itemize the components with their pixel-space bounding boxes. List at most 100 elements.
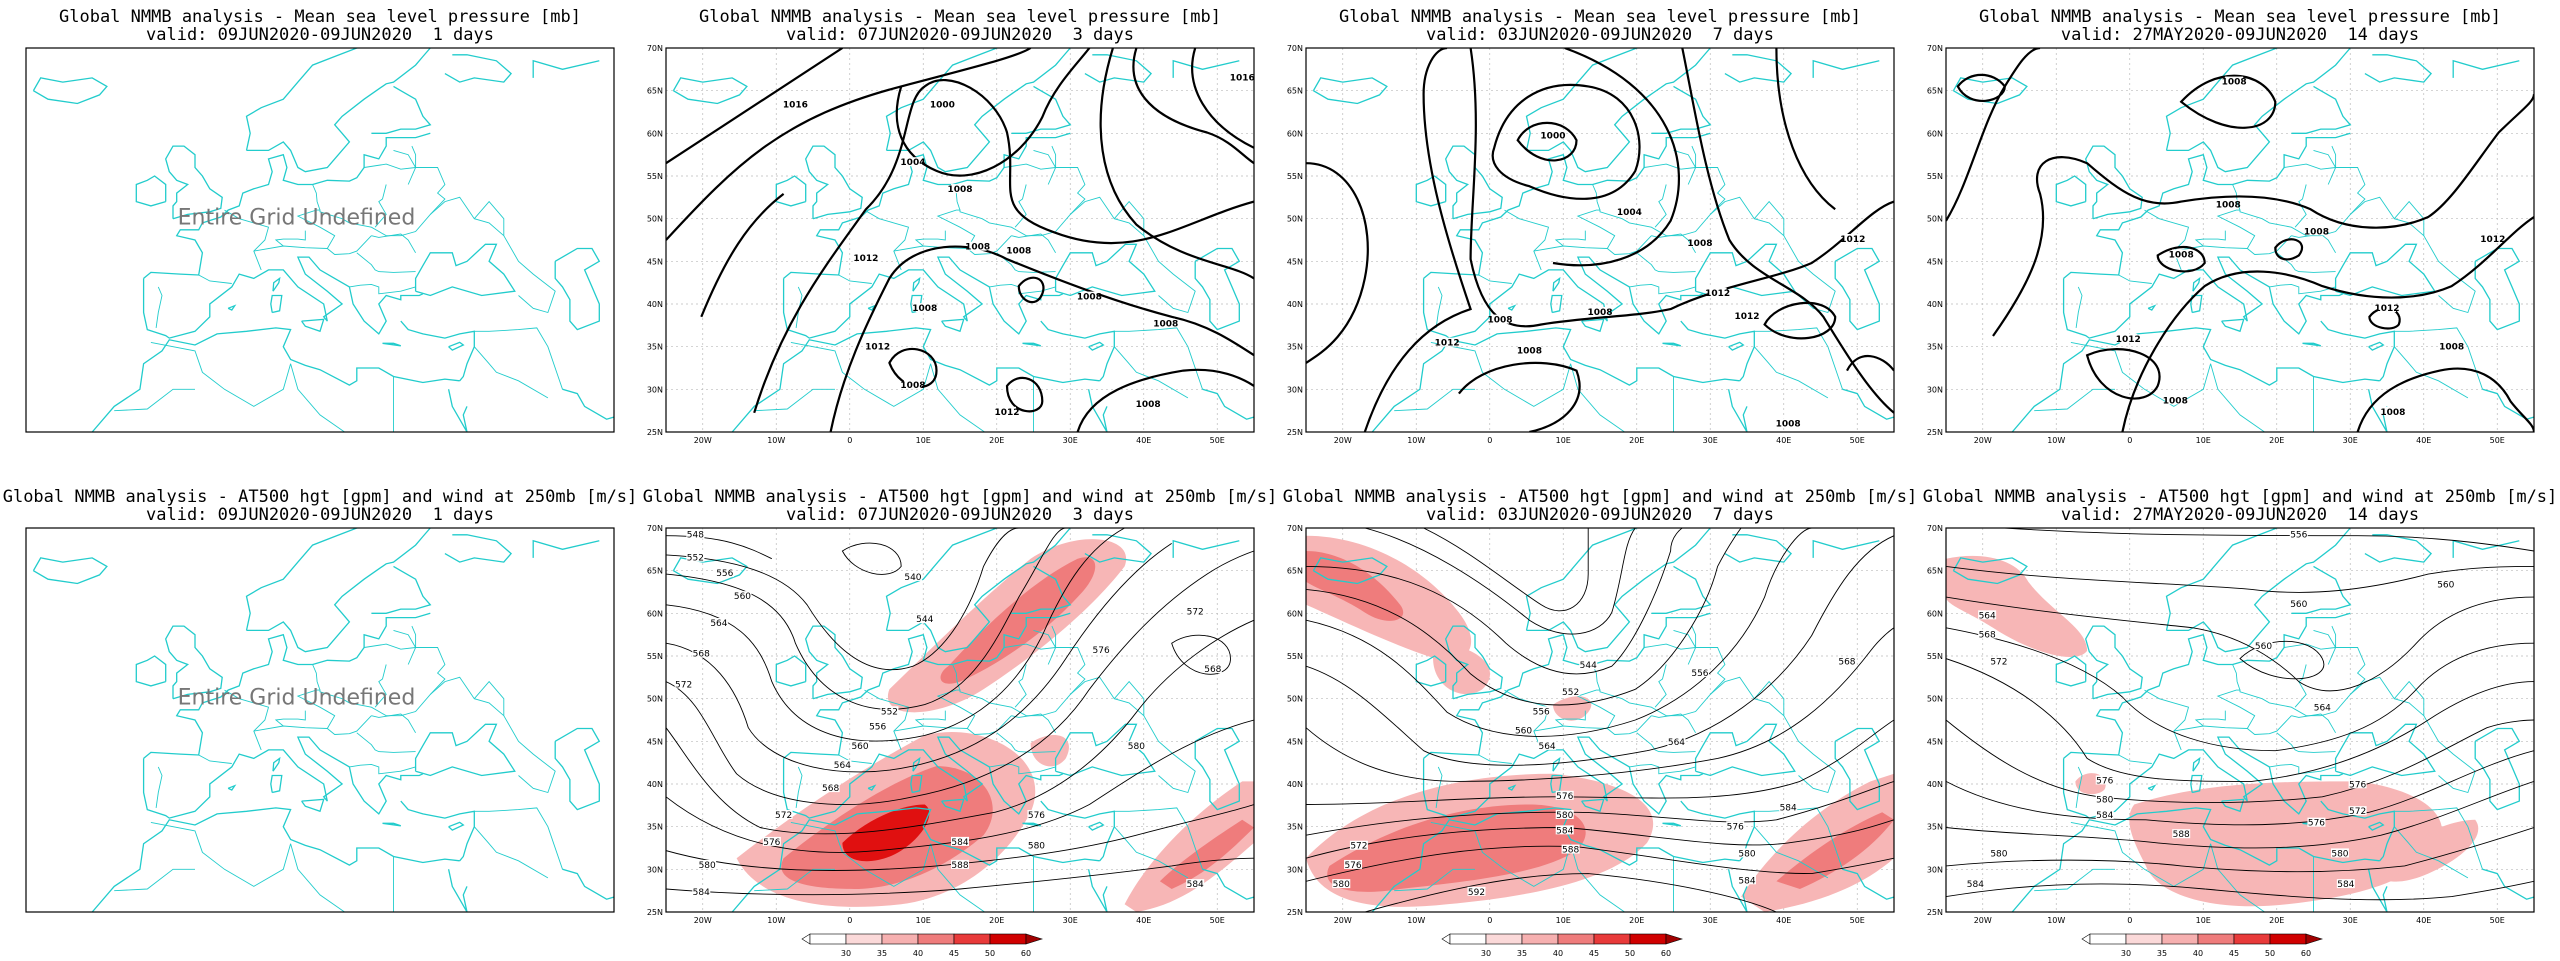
contour-line: [2004, 528, 2534, 552]
panel-title: Global NMMB analysis - AT500 hgt [gpm] a…: [1282, 487, 1918, 507]
contour-line: [1946, 719, 2534, 803]
contour-label: 1008: [1077, 293, 1102, 303]
contour-label: 584: [1187, 880, 1204, 890]
lon-label: 20E: [2269, 436, 2284, 445]
contour-label: 1012: [2374, 304, 2399, 314]
undefined-grid-label: Entire Grid Undefined: [178, 206, 416, 231]
contour-label: 540: [904, 573, 921, 583]
undefined-grid-label: Entire Grid Undefined: [178, 686, 416, 711]
contour-label: 568: [822, 784, 839, 794]
lat-label: 70N: [647, 44, 663, 53]
map-frame: [25, 527, 615, 913]
wind-colorbar: 30 35 40 45 50 60: [1441, 933, 1684, 958]
contour-label: 584: [1556, 826, 1573, 836]
contour-line: [1306, 528, 1683, 675]
lat-label: 55N: [1287, 652, 1303, 661]
lon-label: 10E: [2196, 916, 2211, 925]
lat-label: 70N: [647, 524, 663, 533]
contour-label: 576: [763, 838, 780, 848]
contour-line: [666, 528, 1066, 710]
contour-line: [666, 528, 1019, 671]
contour-line: [666, 619, 1254, 835]
contour-line: [700, 193, 785, 318]
panel-z500-14: 70N 65N 60N 55N 50N 45N 40N 35N 30N 25N 20W 10W 0 10E…: [1920, 480, 2560, 960]
wind-shading: [1030, 735, 1069, 767]
contour-label: 580: [1028, 842, 1045, 852]
contour-label: 556: [2290, 531, 2307, 541]
contour-label: 580: [2096, 796, 2113, 806]
contour-line: [666, 804, 1254, 871]
lon-label: 10E: [2196, 436, 2211, 445]
colorbar-tick: 40: [1553, 949, 1563, 958]
contour-label: 568: [1204, 665, 1221, 675]
contour-label: 572: [675, 680, 692, 690]
lat-label: 50N: [647, 695, 663, 704]
contour-label: 1008: [1587, 308, 1612, 318]
contour-label: 1004: [1617, 208, 1642, 218]
contour-label: 568: [693, 650, 710, 660]
lat-label: 60N: [1287, 609, 1303, 618]
lat-label: 30N: [1287, 865, 1303, 874]
lon-label: 0: [2127, 436, 2132, 445]
panel-z500-3: 70N 65N 60N 55N 50N 45N 40N 35N 30N 25N 20W 10W 0 10E…: [640, 480, 1280, 960]
lon-label: 10W: [2047, 916, 2065, 925]
contour-line: [1363, 48, 1472, 432]
lat-label: 30N: [1927, 385, 1943, 394]
panel-valid-range: valid: 09JUN2020-09JUN2020 1 days: [146, 25, 494, 45]
contour-label: 1008: [1517, 346, 1542, 356]
wind-shading: [1327, 804, 1586, 892]
colorbar-tick: 30: [1481, 949, 1491, 958]
contour-label: 548: [687, 531, 704, 541]
contour-line: [1364, 873, 1777, 912]
contour-label: 1008: [900, 381, 925, 391]
contour-label: 584: [2096, 811, 2113, 821]
lat-label: 70N: [1287, 44, 1303, 53]
contour-label: 572: [2349, 807, 2366, 817]
wind-shading: [1124, 781, 1254, 912]
lon-label: 50E: [1850, 916, 1865, 925]
lon-label: 30E: [1703, 916, 1718, 925]
wind-colorbar: 30 35 40 45 50 60: [2081, 933, 2324, 958]
colorbar-tick: 35: [877, 949, 887, 958]
contour-line: [1423, 528, 1589, 612]
colorbar-tick: 50: [2265, 949, 2275, 958]
lat-label: 60N: [647, 609, 663, 618]
lat-label: 45N: [1287, 737, 1303, 746]
colorbar-tick: 35: [2157, 949, 2167, 958]
contour-label: 576: [1344, 861, 1361, 871]
contour-label: 1012: [995, 408, 1020, 418]
lat-label: 25N: [1287, 428, 1303, 437]
contour-label: 1016: [783, 101, 808, 111]
gridlines: [1306, 48, 1894, 432]
map-frame: [1945, 527, 2535, 913]
contour-label: 564: [710, 619, 727, 629]
contour-label: 592: [1468, 888, 1485, 898]
panel-z500-7: 70N 65N 60N 55N 50N 45N 40N 35N 30N 25N 20W 10W 0 10E…: [1280, 480, 1920, 960]
lat-label: 60N: [647, 129, 663, 138]
lat-label: 60N: [1927, 129, 1943, 138]
gridlines: [666, 48, 1254, 432]
panel-valid-range: valid: 27MAY2020-09JUN2020 14 days: [2060, 25, 2420, 45]
colorbar-tick: 40: [913, 949, 923, 958]
colorbar-tick: 30: [2121, 949, 2131, 958]
contour-label: 560: [2290, 600, 2307, 610]
contour-line: [666, 719, 1254, 853]
colorbar-tick: 50: [985, 949, 995, 958]
contour-line: [1076, 368, 1254, 432]
panel-valid-range: valid: 09JUN2020-09JUN2020 1 days: [146, 505, 494, 525]
lat-label: 60N: [1927, 609, 1943, 618]
contour-label: 1008: [2439, 343, 2464, 353]
lat-label: 25N: [1927, 428, 1943, 437]
contour-line: [1946, 48, 2041, 222]
lon-label: 0: [847, 916, 852, 925]
lon-label: 20W: [694, 436, 712, 445]
colorbar-tick: 40: [2193, 949, 2203, 958]
lon-label: 20W: [694, 916, 712, 925]
wind-shading: [1306, 551, 1404, 621]
contour-label: 576: [1093, 646, 1110, 656]
lat-label: 45N: [647, 257, 663, 266]
lon-label: 10E: [916, 916, 931, 925]
map-z500-14: 70N 65N 60N 55N 50N 45N 40N 35N 30N 25N 20W 10W 0 10E…: [1927, 524, 2535, 925]
contour-line: [1306, 845, 1894, 882]
contour-label: 576: [2308, 819, 2325, 829]
